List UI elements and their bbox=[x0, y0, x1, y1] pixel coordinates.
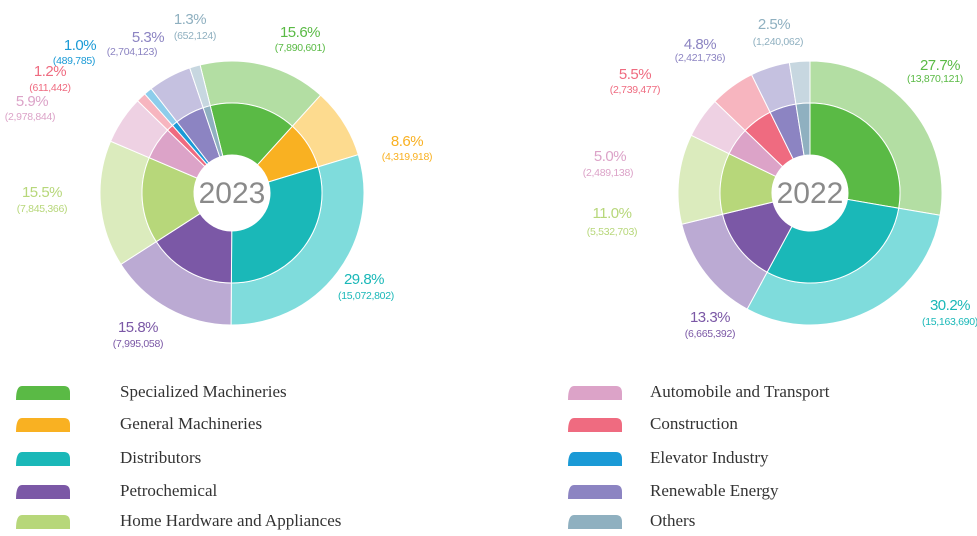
count-label: (6,665,392) bbox=[685, 328, 735, 340]
count-label: (611,442) bbox=[29, 82, 70, 94]
legend-swatch bbox=[16, 452, 70, 466]
legend-swatch bbox=[16, 515, 70, 529]
inner-slice bbox=[202, 105, 224, 158]
legend-label: Automobile and Transport bbox=[650, 382, 830, 401]
count-label: (15,163,690) bbox=[922, 316, 977, 328]
inner-slice bbox=[809, 102, 901, 209]
value-label: 5.9% bbox=[16, 93, 48, 110]
count-label: (15,072,802) bbox=[338, 290, 394, 302]
legend-label: Petrochemical bbox=[120, 481, 218, 500]
count-label: (652,124) bbox=[174, 30, 216, 42]
count-label: (2,421,736) bbox=[675, 52, 725, 64]
value-label: 5.3% bbox=[132, 29, 164, 46]
count-label: (7,995,058) bbox=[113, 338, 163, 350]
value-label: 1.2% bbox=[34, 63, 66, 80]
value-label: 15.5% bbox=[22, 184, 62, 201]
legend-swatch bbox=[16, 386, 70, 400]
legend-swatch bbox=[568, 485, 622, 499]
count-label: (2,739,477) bbox=[610, 84, 660, 96]
legend-label: Specialized Machineries bbox=[120, 382, 287, 401]
inner-slice bbox=[766, 198, 900, 284]
count-label: (7,845,366) bbox=[17, 203, 67, 215]
legend-label: General Machineries bbox=[120, 414, 262, 433]
legend-label: Home Hardware and Appliances bbox=[120, 511, 341, 530]
legend-swatch bbox=[568, 386, 622, 400]
center-label: 2022 bbox=[777, 177, 844, 210]
legend-label: Renewable Energy bbox=[650, 481, 779, 500]
count-label: (2,489,138) bbox=[583, 167, 633, 179]
value-label: 13.3% bbox=[690, 309, 730, 326]
value-label: 2.5% bbox=[758, 16, 790, 33]
legend-swatch bbox=[568, 515, 622, 529]
legend-label: Distributors bbox=[120, 448, 201, 467]
value-label: 15.8% bbox=[118, 319, 158, 336]
value-label: 11.0% bbox=[593, 205, 632, 222]
legend-label: Elevator Industry bbox=[650, 448, 769, 467]
count-label: (489,785) bbox=[53, 55, 95, 67]
inner-slice bbox=[230, 166, 323, 284]
count-label: (1,240,062) bbox=[753, 36, 803, 48]
value-label: 8.6% bbox=[391, 133, 423, 150]
legend-swatch bbox=[16, 418, 70, 432]
legend-swatch bbox=[568, 418, 622, 432]
value-label: 1.3% bbox=[174, 11, 206, 28]
count-label: (2,704,123) bbox=[107, 46, 157, 58]
legend-label: Construction bbox=[650, 414, 738, 433]
value-label: 4.8% bbox=[684, 36, 716, 53]
legend-label: Others bbox=[650, 511, 695, 530]
value-label: 29.8% bbox=[344, 271, 384, 288]
count-label: (13,870,121) bbox=[907, 73, 963, 85]
value-label: 5.5% bbox=[619, 66, 651, 83]
legend-swatch bbox=[568, 452, 622, 466]
count-label: (7,890,601) bbox=[275, 42, 325, 54]
center-label: 2023 bbox=[199, 177, 266, 210]
legend-swatch bbox=[16, 485, 70, 499]
inner-slice bbox=[795, 102, 811, 157]
value-label: 5.0% bbox=[594, 148, 626, 165]
value-label: 15.6% bbox=[280, 24, 320, 41]
value-label: 30.2% bbox=[930, 297, 970, 314]
value-label: 27.7% bbox=[920, 57, 960, 74]
count-label: (4,319,918) bbox=[382, 151, 432, 163]
count-label: (5,532,703) bbox=[587, 226, 637, 238]
count-label: (2,978,844) bbox=[5, 111, 55, 123]
value-label: 1.0% bbox=[64, 37, 96, 54]
